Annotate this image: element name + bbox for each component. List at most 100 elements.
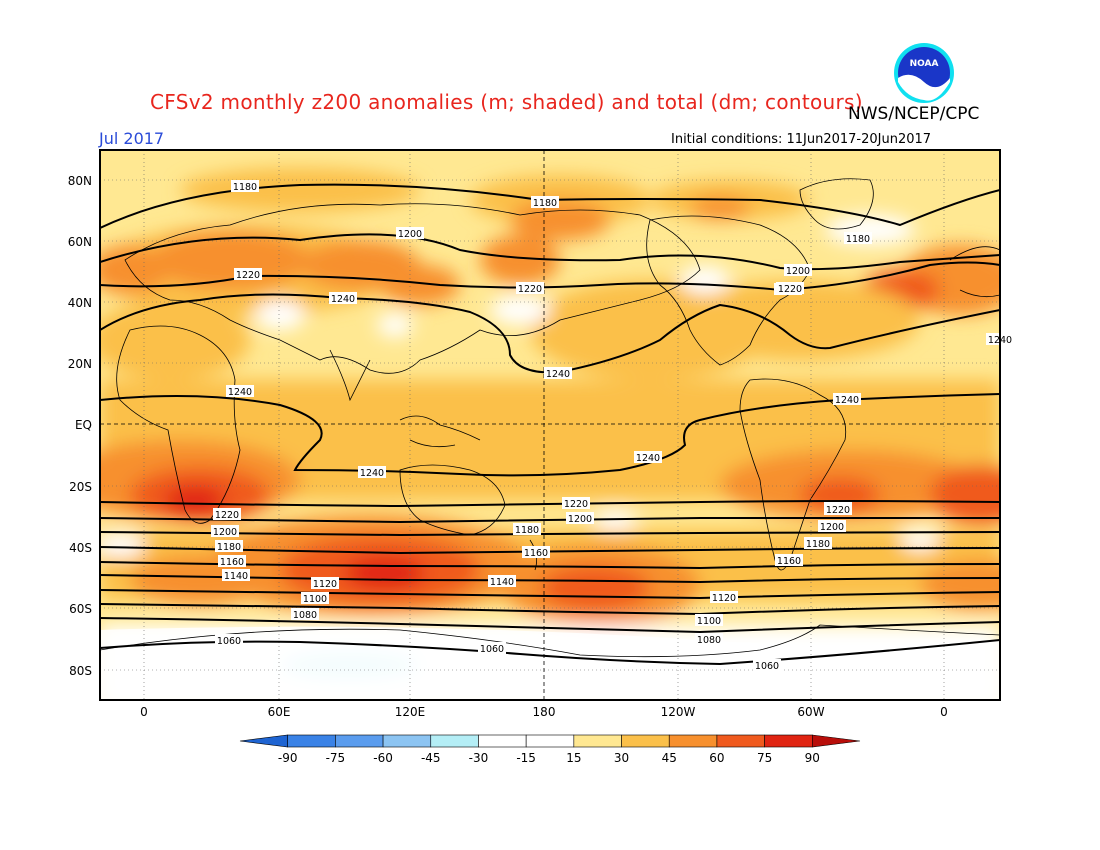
contour-label: 1240 [634, 451, 662, 464]
lon-label: 0 [940, 705, 948, 719]
contour-label: 1240 [358, 466, 386, 479]
contour-label: 1140 [222, 569, 250, 582]
svg-text:1160: 1160 [524, 548, 548, 559]
contour-label: 1100 [695, 614, 723, 627]
lat-label: 40S [69, 541, 92, 555]
month-label: Jul 2017 [99, 129, 165, 148]
svg-text:1180: 1180 [515, 525, 539, 536]
svg-text:1180: 1180 [533, 198, 557, 209]
colorbar-segment [239, 734, 288, 748]
svg-text:1180: 1180 [806, 539, 830, 550]
noaa-logo-icon: NOAA [894, 43, 954, 103]
lon-label: 60W [797, 705, 824, 719]
svg-text:1180: 1180 [217, 542, 241, 553]
svg-text:1200: 1200 [820, 522, 844, 533]
svg-text:1080: 1080 [293, 610, 317, 621]
colorbar-segment [335, 734, 384, 748]
colorbar-segment [287, 734, 336, 748]
svg-text:1220: 1220 [215, 510, 239, 521]
lat-label: EQ [75, 418, 92, 432]
contour-label: 1240 [329, 292, 357, 305]
lat-label: 40N [68, 296, 92, 310]
colorbar-segment [716, 734, 765, 748]
contour-label: 1200 [818, 520, 846, 533]
svg-text:1240: 1240 [546, 369, 570, 380]
svg-text:1100: 1100 [303, 594, 327, 605]
svg-text:1180: 1180 [233, 182, 257, 193]
logo-text: NOAA [910, 59, 939, 69]
agency-label: NWS/NCEP/CPC [848, 104, 980, 124]
lon-label: 0 [140, 705, 148, 719]
contour-label: 1220 [516, 282, 544, 295]
colorbar-label: 15 [566, 751, 581, 765]
contour-label: 1140 [488, 575, 516, 588]
contour-label: 1240 [833, 393, 861, 406]
svg-text:1140: 1140 [490, 577, 514, 588]
colorbar-segment [621, 734, 670, 748]
colorbar-segment [764, 734, 813, 748]
colorbar-segment [668, 734, 718, 748]
contour-label: 1220 [213, 508, 241, 521]
lon-label: 120E [395, 705, 426, 719]
contour-label: 1180 [844, 232, 872, 245]
svg-text:1080: 1080 [697, 635, 721, 646]
svg-text:1060: 1060 [217, 636, 241, 647]
colorbar-label: 45 [662, 751, 677, 765]
svg-text:1200: 1200 [786, 266, 810, 277]
svg-text:1140: 1140 [224, 571, 248, 582]
lon-label: 120W [661, 705, 696, 719]
colorbar-label: 30 [614, 751, 629, 765]
colorbar-label: -60 [373, 751, 393, 765]
contour-label: 1160 [522, 546, 550, 559]
svg-text:1240: 1240 [228, 387, 252, 398]
contour-label: 1220 [824, 503, 852, 516]
svg-text:1220: 1220 [518, 284, 542, 295]
svg-text:1220: 1220 [826, 505, 850, 516]
initial-conditions-label: Initial conditions: 11Jun2017-20Jun2017 [671, 132, 932, 147]
lat-axis: 80N 60N 40N 20N EQ 20S 40S 60S 80S [68, 174, 92, 678]
contour-label: 1240 [226, 385, 254, 398]
svg-text:1240: 1240 [360, 468, 384, 479]
svg-text:1240: 1240 [835, 395, 859, 406]
svg-text:1220: 1220 [778, 284, 802, 295]
contour-label: 1060 [753, 659, 781, 672]
svg-text:1120: 1120 [313, 579, 337, 590]
svg-text:1120: 1120 [712, 593, 736, 604]
contour-label: 1180 [531, 196, 559, 209]
svg-text:1220: 1220 [564, 499, 588, 510]
map-frame [99, 149, 1001, 701]
svg-text:1240: 1240 [331, 294, 355, 305]
colorbar-segment [382, 734, 432, 748]
contour-label: 1180 [215, 540, 243, 553]
colorbar-segment [525, 734, 575, 748]
contour-label: 1160 [218, 555, 246, 568]
svg-text:1180: 1180 [846, 234, 870, 245]
svg-text:1220: 1220 [236, 270, 260, 281]
lat-label: 20N [68, 357, 92, 371]
lon-label: 180 [533, 705, 556, 719]
contour-label: 1200 [566, 512, 594, 525]
colorbar-segment [573, 734, 622, 748]
contour-label: 1060 [478, 642, 506, 655]
reference-lines [100, 150, 1000, 700]
contour-label: 1200 [211, 525, 239, 538]
colorbar-label: -30 [469, 751, 489, 765]
colorbar-label: -15 [516, 751, 536, 765]
colorbar-segment [812, 734, 861, 748]
contour-label: 1220 [562, 497, 590, 510]
contour-label: 1180 [231, 180, 259, 193]
svg-text:1060: 1060 [755, 661, 779, 672]
colorbar-label: 75 [757, 751, 772, 765]
lat-label: 80S [69, 664, 92, 678]
contour-label: 1200 [396, 227, 424, 240]
svg-text:1160: 1160 [220, 557, 244, 568]
contour-label: 1220 [234, 268, 262, 281]
colorbar-segment [430, 734, 479, 748]
contour-label: 1080 [291, 608, 319, 621]
svg-text:1060: 1060 [480, 644, 504, 655]
colorbar-label: 90 [805, 751, 820, 765]
contour-label: 1100 [301, 592, 329, 605]
lon-axis: 0 60E 120E 180 120W 60W 0 [140, 705, 948, 719]
colorbar-label: 60 [709, 751, 724, 765]
